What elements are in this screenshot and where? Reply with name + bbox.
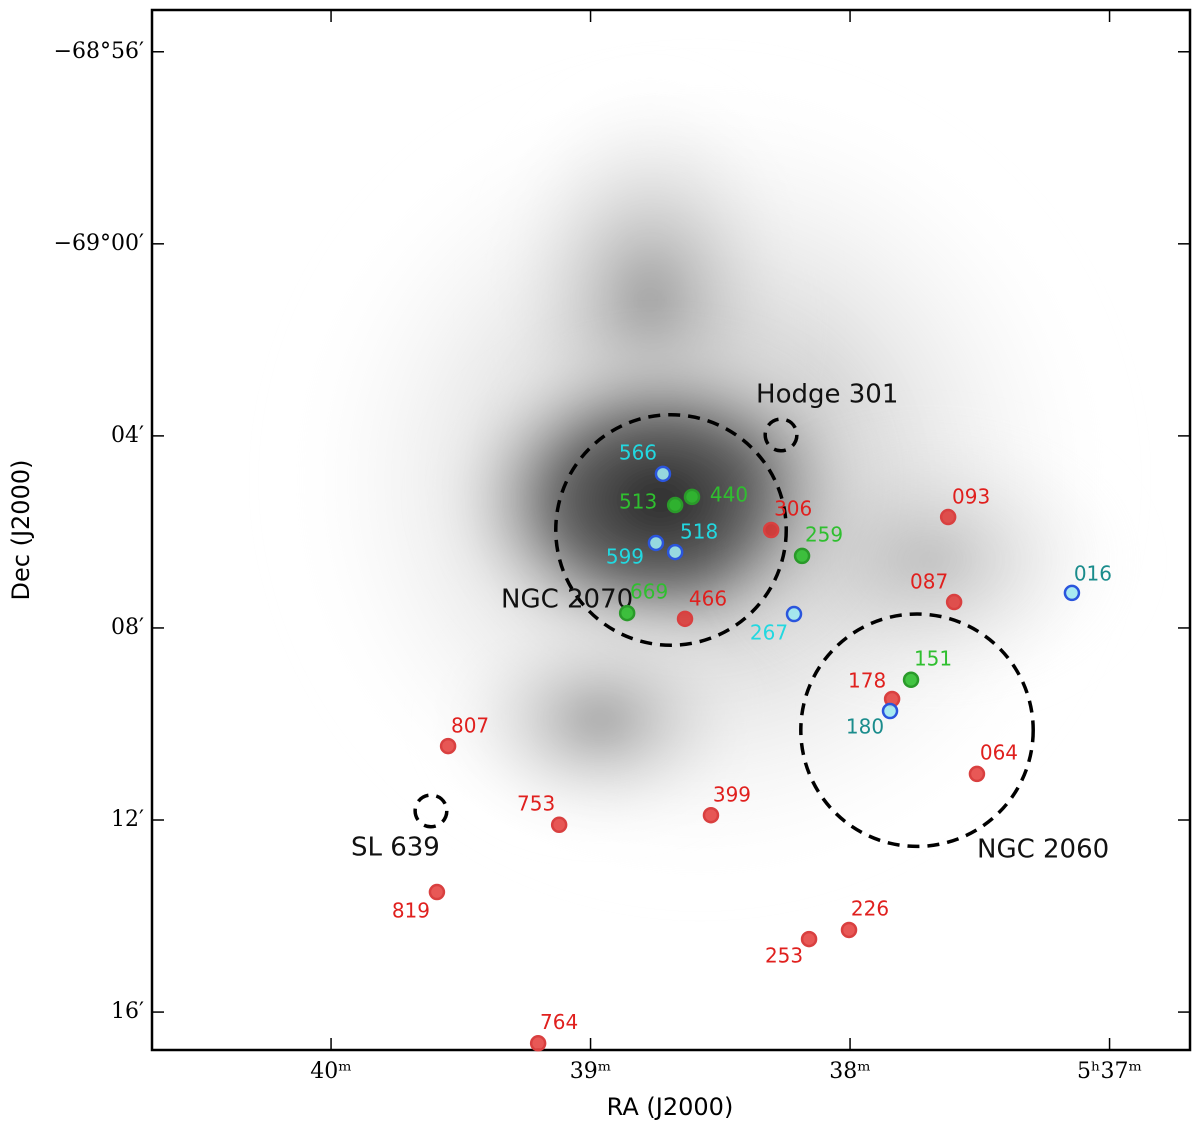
- source-marker: [550, 816, 568, 834]
- region-label: NGC 2060: [977, 835, 1109, 865]
- x-tick-label: 39ᵐ: [570, 1059, 612, 1084]
- source-label: 151: [914, 646, 952, 670]
- source-marker: [881, 702, 899, 720]
- y-tick-label: 16′: [111, 999, 144, 1024]
- source-marker: [529, 1035, 547, 1052]
- source-marker: [647, 534, 665, 552]
- source-marker: [939, 508, 957, 526]
- region-label: Hodge 301: [756, 379, 898, 409]
- source-marker: [762, 521, 780, 539]
- y-tick-label: 12′: [111, 807, 144, 832]
- plot-frame: [150, 8, 1192, 1052]
- source-marker: [439, 737, 457, 755]
- source-label: 306: [774, 497, 812, 521]
- source-label: 466: [689, 586, 727, 610]
- source-label: 064: [980, 740, 1018, 764]
- source-label: 093: [952, 485, 990, 509]
- source-label: 764: [540, 1010, 578, 1034]
- source-marker: [654, 465, 672, 483]
- source-label: 259: [805, 522, 843, 546]
- source-label: 087: [910, 570, 948, 594]
- nebula-image: [152, 10, 1190, 1050]
- source-marker: [785, 605, 803, 623]
- source-marker: [666, 543, 684, 561]
- source-label: 819: [392, 899, 430, 923]
- source-label: 253: [765, 944, 803, 968]
- x-axis-title: RA (J2000): [607, 1093, 734, 1121]
- x-tick-label: 5ʰ37ᵐ: [1077, 1059, 1142, 1084]
- region-label: SL 639: [351, 832, 440, 862]
- source-marker: [968, 765, 986, 783]
- source-label: 669: [630, 580, 668, 604]
- source-marker: [945, 593, 963, 611]
- y-tick-label: 08′: [111, 615, 144, 640]
- source-label: 513: [619, 490, 657, 514]
- source-label: 753: [517, 791, 555, 815]
- source-marker: [676, 610, 694, 628]
- y-axis-title: Dec (J2000): [7, 460, 35, 601]
- region-circle: [413, 793, 449, 829]
- x-tick-label: 38ᵐ: [829, 1059, 871, 1084]
- region-circle: [554, 413, 788, 647]
- source-label: 016: [1074, 561, 1112, 585]
- source-marker: [683, 488, 701, 506]
- source-label: 566: [619, 440, 657, 464]
- source-label: 518: [680, 520, 718, 544]
- x-tick-label: 40ᵐ: [310, 1059, 352, 1084]
- source-label: 178: [848, 669, 886, 693]
- source-label: 226: [851, 896, 889, 920]
- source-marker: [840, 921, 858, 939]
- source-label: 440: [710, 482, 748, 506]
- source-marker: [902, 671, 920, 689]
- region-label: NGC 2070: [501, 585, 633, 615]
- y-tick-label: −69°00′: [54, 231, 144, 256]
- y-tick-label: −68°56′: [54, 39, 144, 64]
- source-label: 267: [750, 621, 788, 645]
- source-label: 807: [451, 714, 489, 738]
- source-marker: [618, 604, 636, 622]
- region-circle: [763, 417, 799, 453]
- source-marker: [702, 806, 720, 824]
- source-marker: [428, 883, 446, 901]
- source-label: 599: [606, 544, 644, 568]
- source-label: 399: [713, 783, 751, 807]
- region-circle: [799, 612, 1035, 849]
- source-label: 180: [846, 715, 884, 739]
- source-marker: [666, 496, 684, 514]
- y-tick-label: 04′: [111, 423, 144, 448]
- source-marker: [800, 930, 818, 948]
- source-marker: [1063, 584, 1081, 602]
- source-marker: [793, 547, 811, 565]
